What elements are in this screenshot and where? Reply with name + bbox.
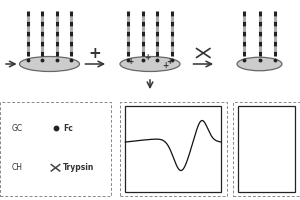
Text: +: + <box>144 53 150 62</box>
FancyBboxPatch shape <box>0 102 111 196</box>
Ellipse shape <box>237 57 282 71</box>
Text: Fc: Fc <box>63 124 73 133</box>
FancyBboxPatch shape <box>232 102 300 196</box>
FancyBboxPatch shape <box>120 102 226 196</box>
Text: +: + <box>167 58 172 66</box>
Text: CH: CH <box>12 163 23 172</box>
Text: +: + <box>162 62 168 71</box>
Text: +: + <box>89 46 102 61</box>
Text: +: + <box>128 58 134 66</box>
Bar <box>238 106 295 192</box>
Text: Trypsin: Trypsin <box>63 163 94 172</box>
Ellipse shape <box>120 56 180 72</box>
Ellipse shape <box>20 56 80 72</box>
Text: GC: GC <box>12 124 23 133</box>
Bar <box>125 106 221 192</box>
